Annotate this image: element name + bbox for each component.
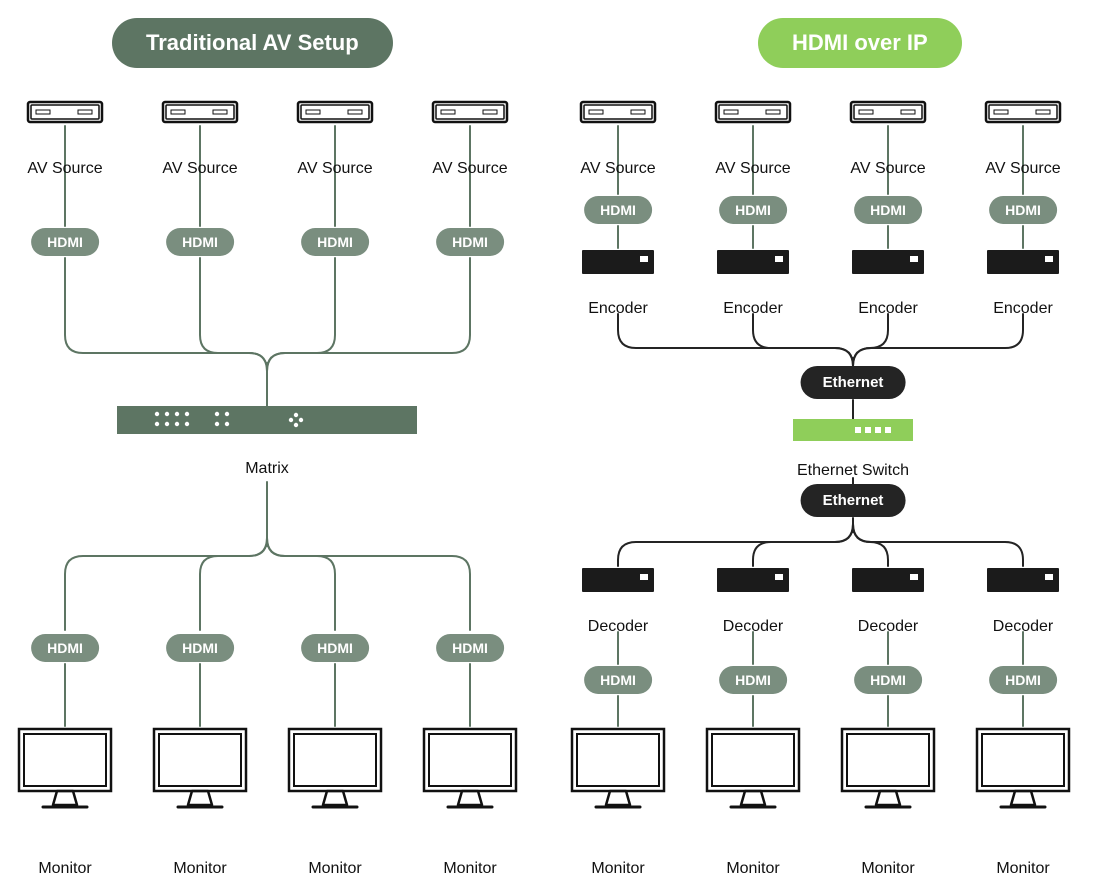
left-hdmi-top-3: HDMI [436,228,504,256]
left-hdmi-top-1: HDMI [166,228,234,256]
right-hdmi-bot-3: HDMI [989,666,1057,694]
ethernet-bot: Ethernet [801,484,906,517]
right-hdmi-top-2: HDMI [854,196,922,224]
right-source-label-2: AV Source [850,160,925,178]
right-source-label-1: AV Source [715,160,790,178]
left-source-label-0: AV Source [27,160,102,178]
title-hdmi-ip: HDMI over IP [758,18,962,68]
left-source-label-1: AV Source [162,160,237,178]
left-monitor-label-0: Monitor [38,860,91,878]
decoder-label-0: Decoder [588,618,648,636]
right-hdmi-top-3: HDMI [989,196,1057,224]
right-hdmi-top-0: HDMI [584,196,652,224]
decoder-label-3: Decoder [993,618,1053,636]
switch-label: Ethernet Switch [797,462,909,480]
right-hdmi-bot-2: HDMI [854,666,922,694]
right-hdmi-bot-1: HDMI [719,666,787,694]
left-monitor-label-2: Monitor [308,860,361,878]
encoder-label-0: Encoder [588,300,648,318]
encoder-label-2: Encoder [858,300,918,318]
right-hdmi-top-1: HDMI [719,196,787,224]
left-hdmi-top-2: HDMI [301,228,369,256]
left-hdmi-top-0: HDMI [31,228,99,256]
decoder-label-2: Decoder [858,618,918,636]
encoder-label-1: Encoder [723,300,783,318]
left-source-label-2: AV Source [297,160,372,178]
right-monitor-label-1: Monitor [726,860,779,878]
left-monitor-label-1: Monitor [173,860,226,878]
right-monitor-label-3: Monitor [996,860,1049,878]
left-hdmi-bot-2: HDMI [301,634,369,662]
left-source-label-3: AV Source [432,160,507,178]
left-hdmi-bot-3: HDMI [436,634,504,662]
matrix-label: Matrix [245,460,289,478]
right-monitor-label-0: Monitor [591,860,644,878]
title-traditional: Traditional AV Setup [112,18,393,68]
ethernet-top: Ethernet [801,366,906,399]
decoder-label-1: Decoder [723,618,783,636]
encoder-label-3: Encoder [993,300,1053,318]
right-monitor-label-2: Monitor [861,860,914,878]
left-monitor-label-3: Monitor [443,860,496,878]
right-source-label-0: AV Source [580,160,655,178]
right-source-label-3: AV Source [985,160,1060,178]
right-hdmi-bot-0: HDMI [584,666,652,694]
left-hdmi-bot-0: HDMI [31,634,99,662]
left-hdmi-bot-1: HDMI [166,634,234,662]
